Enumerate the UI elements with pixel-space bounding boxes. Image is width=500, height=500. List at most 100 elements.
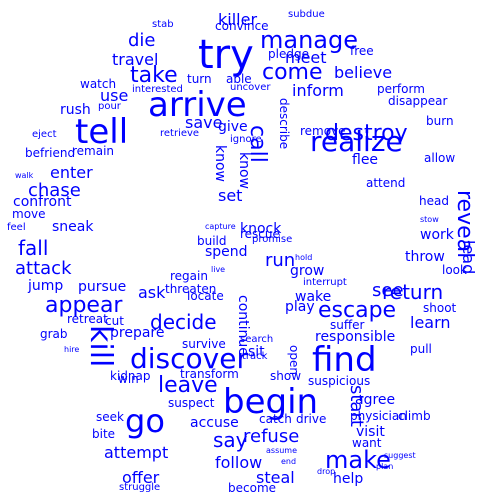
word-28: save	[185, 113, 223, 132]
word-31: follow	[215, 453, 263, 472]
word-38: enter	[50, 163, 93, 182]
word-62: help	[333, 471, 364, 487]
word-75: drive	[296, 412, 327, 426]
word-17: appear	[45, 293, 123, 318]
word-69: rescue	[240, 227, 280, 241]
word-130: stow	[420, 215, 439, 224]
word-89: remove	[300, 124, 346, 138]
word-136: hire	[64, 345, 80, 354]
word-1: arrive	[148, 85, 247, 125]
word-30: see	[372, 280, 404, 301]
word-91: know	[212, 145, 228, 182]
word-47: responsible	[315, 329, 396, 345]
word-26: chase	[28, 180, 81, 201]
word-52: set	[218, 186, 243, 205]
word-111: interrupt	[303, 277, 347, 288]
word-76: steal	[256, 468, 295, 487]
word-19: say	[213, 428, 248, 452]
word-61: lead	[459, 240, 478, 275]
word-73: pursue	[78, 279, 127, 295]
word-85: uncover	[230, 82, 271, 93]
word-100: open	[287, 345, 301, 375]
word-83: able	[226, 72, 252, 86]
word-35: travel	[112, 50, 159, 69]
word-109: retreat	[67, 312, 108, 326]
word-29: use	[100, 86, 129, 105]
word-5: go	[125, 402, 165, 440]
word-25: die	[128, 30, 156, 51]
word-94: promise	[252, 234, 293, 245]
word-138: live	[211, 265, 226, 274]
word-46: play	[285, 299, 315, 315]
word-90: describe	[277, 98, 291, 150]
word-66: befriend	[25, 146, 76, 160]
word-120: retrieve	[160, 128, 200, 139]
word-78: free	[350, 44, 374, 58]
word-124: walk	[15, 171, 34, 180]
word-125: become	[228, 481, 277, 495]
word-12: come	[262, 60, 323, 85]
word-103: kidnap	[110, 369, 151, 383]
word-50: sit	[248, 344, 265, 360]
word-116: burn	[426, 114, 454, 128]
word-117: disappear	[388, 94, 448, 108]
word-0: try	[198, 32, 254, 78]
word-129: suggest	[384, 451, 416, 460]
word-99: continue	[235, 295, 251, 356]
word-57: head	[419, 194, 449, 208]
word-23: attack	[15, 258, 72, 279]
word-11: take	[130, 63, 178, 88]
word-72: accuse	[190, 415, 239, 431]
word-63: want	[352, 436, 382, 450]
word-81: subdue	[288, 9, 325, 20]
word-8: realize	[310, 125, 403, 158]
word-2: tell	[75, 112, 129, 152]
word-3: find	[312, 340, 377, 380]
word-32: attempt	[104, 443, 169, 462]
word-123: eject	[32, 129, 57, 140]
word-34: killer	[218, 10, 258, 29]
word-97: threaten	[165, 282, 217, 296]
word-44: ask	[138, 283, 166, 302]
word-64: confront	[13, 194, 72, 210]
word-105: win	[118, 372, 139, 386]
word-39: jump	[28, 278, 64, 294]
word-4: begin	[223, 382, 319, 422]
word-127: end	[281, 457, 297, 466]
word-67: remain	[72, 144, 115, 158]
word-27: inform	[292, 81, 344, 100]
word-87: rush	[60, 102, 91, 118]
word-55: attend	[366, 176, 406, 190]
word-118: pour	[98, 101, 121, 112]
word-104: transform	[180, 367, 239, 381]
word-112: search	[240, 334, 274, 345]
word-18: make	[325, 446, 391, 474]
word-68: sneak	[52, 219, 94, 235]
word-79: convince	[215, 19, 269, 33]
word-41: wake	[295, 289, 332, 305]
word-96: regain	[170, 269, 208, 283]
word-131: pull	[410, 342, 432, 356]
word-115: allow	[424, 151, 456, 165]
word-56: shoot	[423, 301, 457, 315]
word-53: give	[218, 119, 248, 135]
word-54: flee	[352, 152, 379, 168]
word-114: catch	[259, 412, 292, 426]
word-102: physician	[350, 409, 407, 423]
word-92: know	[236, 152, 252, 189]
word-77: offer	[122, 468, 160, 487]
word-137: hold	[295, 253, 313, 262]
word-126: struggle	[119, 482, 161, 493]
word-33: learn	[410, 313, 451, 332]
word-42: knock	[240, 221, 282, 237]
word-132: suffer	[330, 318, 365, 332]
word-48: visit	[356, 424, 385, 440]
word-122: feel	[7, 222, 26, 233]
word-51: show	[270, 369, 302, 383]
word-6: discover	[130, 342, 248, 375]
word-121: ignore	[230, 134, 262, 145]
word-98: locate	[187, 289, 224, 303]
word-108: cut	[105, 314, 124, 328]
word-134: plan	[376, 462, 394, 471]
